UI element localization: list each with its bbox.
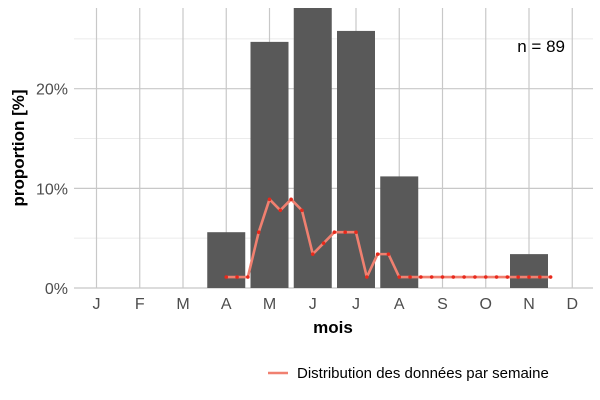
line-point [343, 230, 347, 234]
bar-A [380, 176, 419, 288]
x-tick-label-A: A [394, 296, 405, 313]
line-point [527, 275, 531, 279]
line-point [494, 275, 499, 279]
legend-label: Distribution des données par semaine [297, 365, 549, 382]
line-point [332, 230, 337, 234]
legend: Distribution des données par semaine [268, 365, 549, 382]
line-point [278, 208, 283, 213]
bar-J [293, 8, 332, 288]
bar-J [337, 30, 375, 288]
x-tick-label-M: M [176, 296, 189, 313]
y-axis-title: proportion [%] [9, 89, 28, 206]
line-point [548, 275, 553, 279]
line-point [483, 275, 488, 279]
x-tick-label-J: J [309, 296, 317, 313]
bar-N [510, 254, 548, 288]
x-axis-title: mois [313, 318, 353, 337]
line-point [505, 275, 510, 279]
line-point [462, 275, 466, 279]
line-point [419, 275, 423, 279]
y-tick-label: 20% [36, 82, 68, 99]
line-point [386, 252, 391, 256]
bars [207, 8, 548, 289]
line-point [224, 275, 229, 279]
line-point [451, 275, 456, 279]
x-tick-label-O: O [480, 296, 492, 313]
bar-M [250, 41, 289, 289]
x-tick-label-F: F [135, 296, 145, 313]
line-point [429, 275, 434, 279]
x-tick-label-S: S [437, 296, 448, 313]
line-point [289, 197, 293, 202]
line-point [375, 252, 380, 256]
y-tick-labels: 0% 10% 20% [36, 82, 68, 298]
bar-A [207, 232, 246, 288]
weekly-line-layer [224, 197, 553, 279]
line-point [321, 241, 326, 245]
line-point [310, 252, 315, 256]
line-point [440, 275, 445, 279]
x-tick-label-M: M [263, 296, 276, 313]
grid [74, 8, 593, 289]
line-point [397, 275, 402, 279]
line-point [365, 275, 369, 279]
x-tick-label-A: A [221, 296, 232, 313]
line-point [300, 208, 304, 213]
x-tick-label-J: J [352, 296, 360, 313]
line-point [267, 197, 272, 202]
line-point [473, 275, 477, 279]
line-point [516, 275, 520, 279]
y-tick-label: 0% [45, 281, 68, 298]
line-point [246, 275, 250, 279]
line-point [354, 230, 358, 234]
line-point [235, 275, 239, 279]
line-point [408, 275, 412, 279]
sample-size-annotation: n = 89 [517, 37, 565, 56]
line-point [538, 275, 542, 279]
x-tick-label-J: J [93, 296, 101, 313]
y-tick-label: 10% [36, 181, 68, 198]
x-tick-label-D: D [566, 296, 578, 313]
x-tick-label-N: N [523, 296, 535, 313]
line-point [256, 230, 261, 234]
